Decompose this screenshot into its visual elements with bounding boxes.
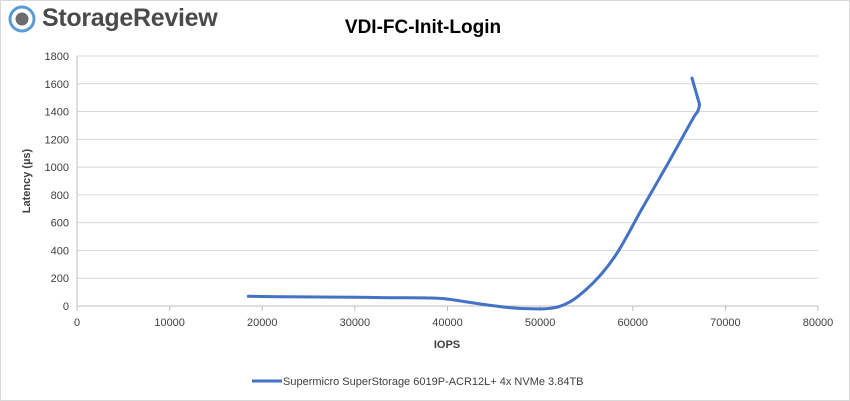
data-point	[612, 255, 616, 259]
y-tick-label: 400	[51, 245, 69, 257]
y-tick-label: 1800	[45, 51, 69, 63]
data-point	[584, 287, 588, 291]
gridlines	[77, 55, 818, 279]
axes: 0 200 400 600 800 1000 1200 1400 1600 1800 0 10000 2…	[45, 51, 834, 329]
data-point	[353, 295, 357, 299]
series-line	[246, 76, 701, 311]
data-point	[697, 103, 701, 107]
x-tick-label: 30000	[340, 317, 371, 329]
data-point	[557, 305, 561, 309]
chart-title: VDI-FC-Init-Login	[345, 17, 501, 38]
data-point	[279, 295, 283, 299]
data-point	[246, 294, 250, 298]
storagereview-logo-icon	[8, 5, 36, 32]
data-point	[483, 303, 487, 307]
data-point	[640, 207, 644, 211]
x-tick-label: 40000	[432, 317, 463, 329]
x-tick-label: 70000	[710, 317, 741, 329]
data-point	[422, 296, 426, 300]
brand-name: StorageReview	[42, 4, 218, 32]
x-tick-label: 0	[74, 317, 80, 329]
series-layer	[246, 76, 701, 311]
y-tick-label: 200	[51, 273, 69, 285]
data-point	[696, 110, 700, 114]
y-tick-label: 1600	[45, 79, 69, 91]
data-point	[520, 307, 524, 310]
x-tick-label: 80000	[803, 317, 834, 329]
y-tick-label: 1200	[45, 134, 69, 146]
data-point	[690, 76, 694, 80]
data-point	[668, 158, 672, 162]
y-tick-label: 1400	[45, 107, 69, 119]
y-axis-title: Latency (µs)	[21, 148, 33, 213]
brand-logo: StorageReview	[8, 4, 218, 33]
data-point	[390, 296, 394, 300]
x-tick-label: 50000	[525, 317, 556, 329]
data-point	[696, 96, 700, 100]
x-tick-label: 10000	[154, 317, 185, 329]
x-axis-title: IOPS	[434, 339, 460, 351]
x-tick-label: 60000	[617, 317, 648, 329]
legend-label: Supermicro SuperStorage 6019P-ACR12L+ 4x…	[283, 376, 584, 388]
x-tick-label: 20000	[247, 317, 278, 329]
y-tick-label: 600	[51, 218, 69, 230]
data-point	[446, 297, 449, 301]
y-tick-label: 800	[51, 190, 69, 202]
y-tick-label: 0	[63, 301, 69, 313]
data-point	[691, 117, 695, 120]
legend: Supermicro SuperStorage 6019P-ACR12L+ 4x…	[252, 376, 584, 388]
y-tick-label: 1000	[45, 162, 69, 174]
data-point	[316, 295, 320, 299]
